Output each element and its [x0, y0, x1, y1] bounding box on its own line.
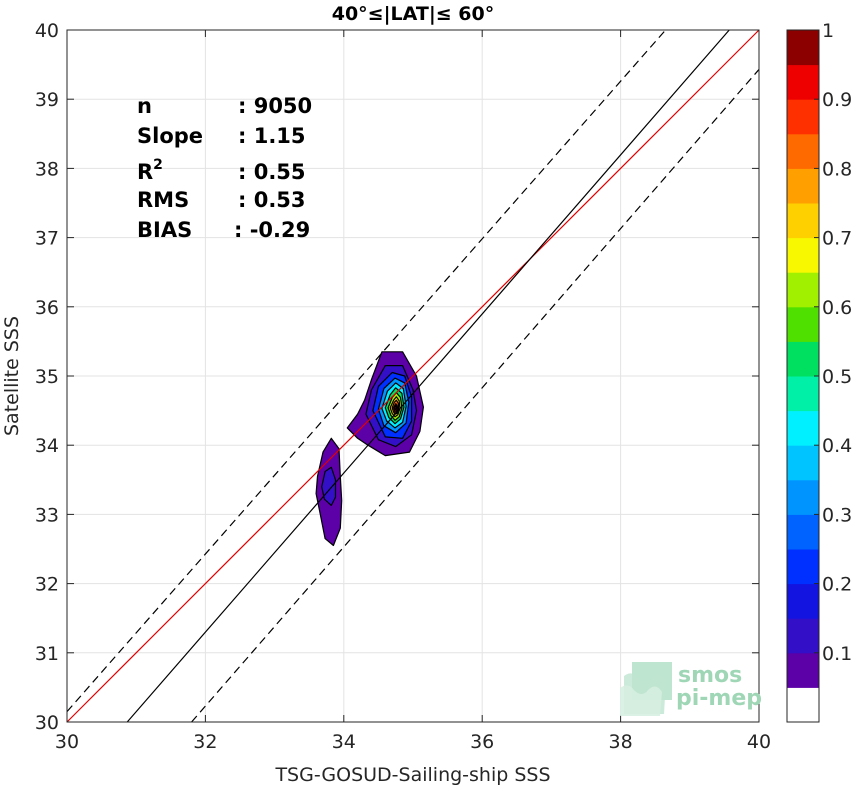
stat-label: Slope — [137, 124, 203, 148]
y-tick-label: 30 — [35, 712, 59, 734]
colorbar-band — [787, 687, 819, 723]
stat-value: : -0.29 — [234, 218, 310, 242]
stat-label: BIAS — [137, 218, 192, 242]
colorbar-band — [787, 133, 819, 169]
stat-value: : 9050 — [238, 94, 312, 118]
one-to-one-line — [66, 29, 760, 723]
y-tick-label: 37 — [35, 228, 59, 250]
colorbar-tick-label: 0.4 — [822, 435, 852, 457]
x-axis-ticks: 30 32 34 36 38 40 — [55, 30, 771, 753]
colorbar-tick-label: 0.9 — [822, 89, 852, 111]
y-tick-label: 40 — [35, 20, 59, 42]
logo-text-pi-mep: pi-mep — [676, 686, 762, 711]
contour-level — [394, 404, 398, 411]
colorbar-tick-label: 0.5 — [822, 366, 852, 388]
colorbar-band — [787, 203, 819, 239]
smos-pi-mep-logo: smos pi-mep — [620, 662, 762, 716]
colorbar-band — [787, 479, 819, 515]
y-tick-label: 39 — [35, 89, 59, 111]
contour-level — [321, 466, 337, 506]
colorbar-band — [787, 272, 819, 308]
colorbar-band — [787, 652, 819, 688]
stat-value: : 0.53 — [238, 188, 306, 212]
x-tick-label: 32 — [193, 731, 217, 753]
y-tick-label: 38 — [35, 158, 59, 180]
stat-value: : 0.55 — [238, 160, 306, 184]
colorbar-tick-label: 1 — [822, 20, 834, 42]
colorbar-band — [787, 64, 819, 100]
density-cluster-2 — [315, 437, 343, 547]
colorbar-band — [787, 168, 819, 204]
colorbar-band — [787, 306, 819, 342]
colorbar-ticks: 0.1 0.2 0.3 0.4 0.5 0.6 0.7 0.8 0.9 1 — [814, 20, 852, 665]
stat-label: RMS — [137, 188, 189, 212]
logo-waves-icon — [620, 662, 672, 716]
stat-label: R2 — [137, 157, 163, 184]
y-tick-label: 34 — [35, 435, 59, 457]
y-tick-label: 32 — [35, 574, 59, 596]
colorbar-band — [787, 376, 819, 412]
lower-bound-line — [191, 69, 760, 723]
stat-value: : 1.15 — [238, 124, 306, 148]
x-tick-label: 34 — [332, 731, 356, 753]
statistics-box: n : 9050 Slope : 1.15 R2 : 0.55 RMS : 0.53 BIAS:… — [137, 94, 312, 242]
regression-fit-line — [126, 29, 730, 723]
colorbar-band — [787, 30, 819, 66]
colorbar-band — [787, 549, 819, 585]
y-tick-label: 36 — [35, 297, 59, 319]
x-axis-label: TSG-GOSUD-Sailing-ship SSS — [274, 764, 550, 786]
colorbar-band — [787, 618, 819, 654]
colorbar — [787, 30, 819, 723]
colorbar-tick-label: 0.6 — [822, 297, 852, 319]
x-tick-label: 36 — [470, 731, 494, 753]
colorbar-tick-label: 0.3 — [822, 504, 852, 526]
colorbar-tick-label: 0.7 — [822, 228, 852, 250]
colorbar-band — [787, 99, 819, 135]
y-tick-label: 35 — [35, 366, 59, 388]
x-tick-label: 38 — [609, 731, 633, 753]
colorbar-band — [787, 514, 819, 550]
y-tick-label: 33 — [35, 504, 59, 526]
colorbar-band — [787, 237, 819, 273]
y-axis-ticks: 30 31 32 33 34 35 36 37 38 39 40 — [35, 20, 759, 734]
reference-lines — [66, 29, 760, 723]
upper-bound-line — [66, 29, 667, 713]
stat-label-superscript: 2 — [153, 157, 163, 173]
colorbar-tick-label: 0.8 — [822, 158, 852, 180]
colorbar-tick-label: 0.2 — [822, 574, 852, 596]
colorbar-band — [787, 583, 819, 619]
colorbar-band — [787, 445, 819, 481]
chart-title: 40°≤|LAT|≤ 60° — [332, 3, 495, 25]
x-tick-label: 40 — [747, 731, 771, 753]
y-tick-label: 31 — [35, 643, 59, 665]
logo-text-smos: smos — [678, 663, 742, 688]
y-axis-label: Satellite SSS — [1, 316, 23, 436]
stat-label: n — [137, 94, 152, 118]
x-tick-label: 30 — [55, 731, 79, 753]
colorbar-band — [787, 410, 819, 446]
colorbar-tick-label: 0.1 — [822, 643, 852, 665]
colorbar-band — [787, 341, 819, 377]
